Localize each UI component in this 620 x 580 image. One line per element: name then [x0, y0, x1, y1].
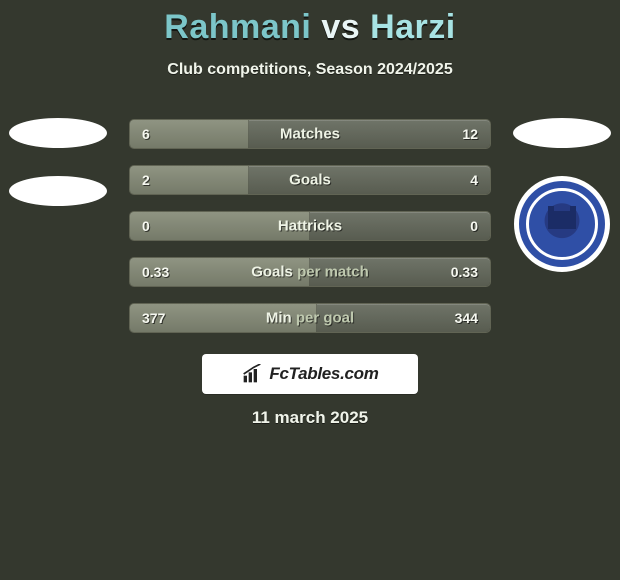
stat-label: Matches [280, 126, 340, 143]
subtitle: Club competitions, Season 2024/2025 [0, 61, 620, 79]
stat-label: Hattricks [278, 218, 342, 235]
left-club-logos [8, 118, 108, 206]
date-text: 11 march 2025 [252, 408, 368, 428]
stat-label-sub: per goal [296, 310, 354, 327]
stat-label-main: Min [266, 310, 296, 327]
title-vs: vs [321, 8, 360, 46]
stat-right-value: 344 [455, 310, 478, 326]
stat-left-value: 0.33 [142, 264, 169, 280]
stat-bar: 2 4 Goals [130, 166, 490, 194]
stat-left-value: 377 [142, 310, 165, 326]
brand-badge: FcTables.com [202, 354, 418, 394]
comparison-bars: 6 12 Matches 2 4 Goals 0 0 Hattricks 0.33 0.33 Goal… [130, 120, 490, 332]
stat-label-main: Goals [289, 172, 331, 189]
stat-bar: 0.33 0.33 Goals per match [130, 258, 490, 286]
stat-left-value: 0 [142, 218, 150, 234]
stat-label: Min per goal [266, 310, 354, 327]
stat-right-value: 0.33 [451, 264, 478, 280]
stat-label: Goals [289, 172, 331, 189]
stat-label-sub: per match [297, 264, 369, 281]
stat-right-value: 0 [470, 218, 478, 234]
stat-label-main: Hattricks [278, 218, 342, 235]
stat-label-main: Matches [280, 126, 340, 143]
stat-right-value: 12 [462, 126, 478, 142]
right-club-logos [512, 118, 612, 272]
title-player2: Harzi [370, 8, 456, 46]
club-logo-placeholder [9, 118, 107, 148]
bar-chart-icon [241, 364, 263, 384]
stat-bar: 377 344 Min per goal [130, 304, 490, 332]
stat-bar: 6 12 Matches [130, 120, 490, 148]
stat-left-value: 2 [142, 172, 150, 188]
title-player1: Rahmani [164, 8, 311, 46]
club-logo-placeholder [513, 118, 611, 148]
club-logo-placeholder [9, 176, 107, 206]
brand-text: FcTables.com [269, 364, 378, 384]
stat-right-value: 4 [470, 172, 478, 188]
page-title: Rahmani vs Harzi [0, 0, 620, 47]
stat-bar: 0 0 Hattricks [130, 212, 490, 240]
club-logo-usn-icon [514, 176, 610, 272]
stat-label: Goals per match [251, 264, 369, 281]
stat-left-value: 6 [142, 126, 150, 142]
stat-label-main: Goals [251, 264, 297, 281]
